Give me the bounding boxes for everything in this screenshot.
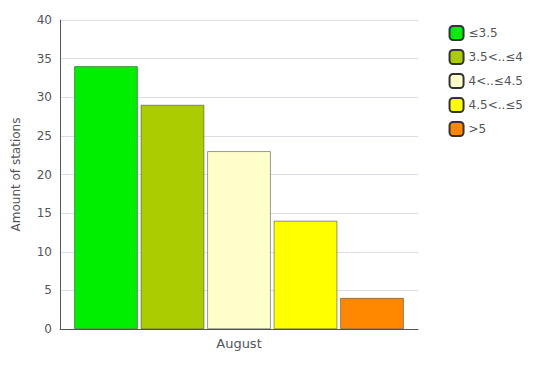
svg-text:4.5<..≤5: 4.5<..≤5 <box>469 98 523 112</box>
svg-text:0: 0 <box>44 322 52 336</box>
svg-text:5: 5 <box>44 283 52 297</box>
svg-text:4<..≤4.5: 4<..≤4.5 <box>469 74 523 88</box>
svg-text:≤3.5: ≤3.5 <box>469 26 498 40</box>
svg-text:Amount of stations: Amount of stations <box>9 118 23 232</box>
svg-text:3.5<..≤4: 3.5<..≤4 <box>469 50 523 64</box>
svg-text:August: August <box>216 336 262 351</box>
svg-text:>5: >5 <box>469 122 487 136</box>
svg-text:40: 40 <box>37 13 52 27</box>
svg-text:10: 10 <box>37 245 52 259</box>
svg-text:20: 20 <box>37 168 52 182</box>
svg-text:35: 35 <box>37 52 52 66</box>
svg-text:30: 30 <box>37 90 52 104</box>
svg-text:15: 15 <box>37 206 52 220</box>
svg-text:25: 25 <box>37 129 52 143</box>
